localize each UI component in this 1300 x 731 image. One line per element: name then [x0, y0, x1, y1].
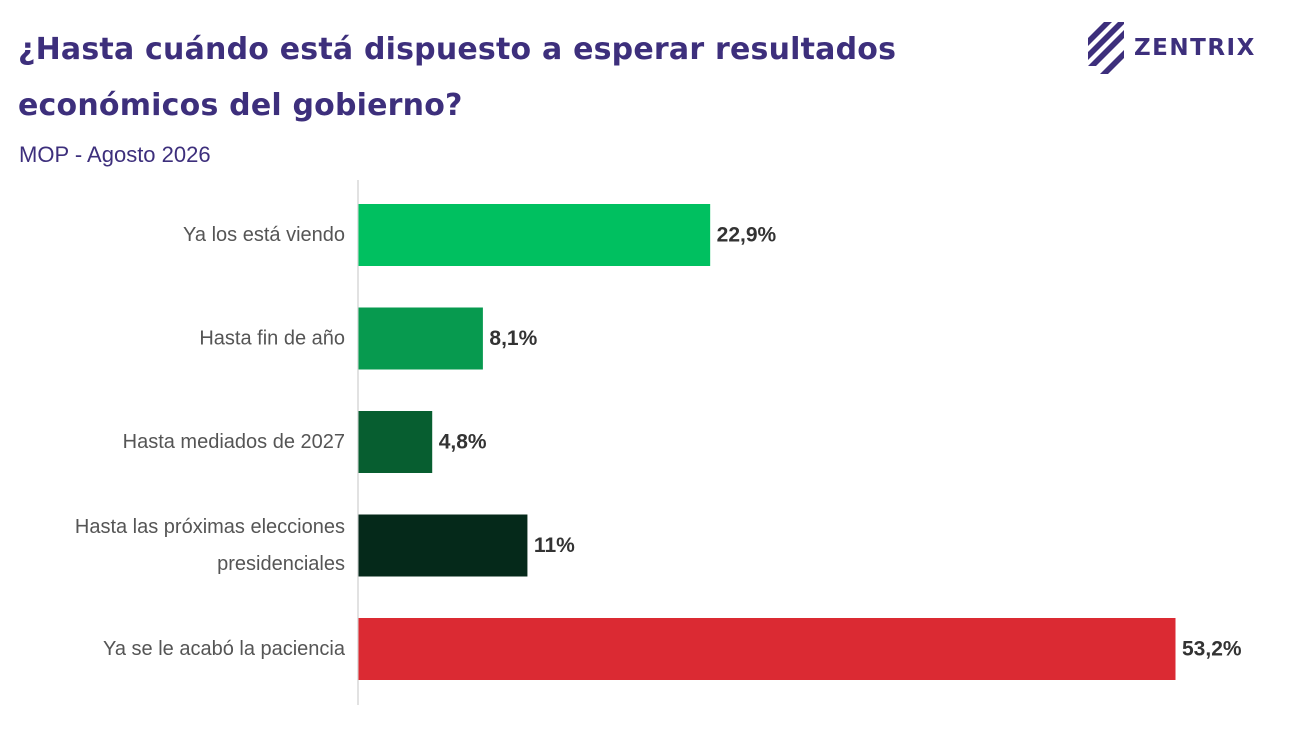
chart-title: ¿Hasta cuándo está dispuesto a esperar r… — [18, 32, 897, 123]
value-label: 11% — [534, 534, 575, 557]
category-label: presidenciales — [217, 553, 345, 575]
value-label: 22,9% — [717, 224, 777, 247]
value-label: 4,8% — [439, 431, 487, 454]
category-label: Hasta las próximas elecciones — [75, 516, 345, 538]
value-label: 8,1% — [489, 327, 537, 350]
chart-subtitle: MOP - Agosto 2026 — [19, 142, 211, 167]
category-label: Hasta mediados de 2027 — [123, 431, 345, 453]
value-label: 53,2% — [1182, 638, 1242, 661]
bar-chart: Ya los está viendo 22,9% Hasta fin de año 8… — [75, 180, 1242, 705]
bar — [358, 618, 1176, 680]
diagonal-stripes-logo-icon — [1088, 22, 1124, 74]
bar — [358, 411, 433, 473]
bar — [358, 514, 528, 577]
bar — [358, 204, 711, 266]
category-label: Hasta fin de año — [199, 328, 345, 350]
bar — [358, 307, 483, 370]
category-label: Ya los está viendo — [183, 224, 345, 246]
brand-name: ZENTRIX — [1134, 35, 1256, 61]
category-label: Ya se le acabó la paciencia — [103, 638, 346, 660]
brand-logo: ZENTRIX — [1086, 22, 1256, 74]
